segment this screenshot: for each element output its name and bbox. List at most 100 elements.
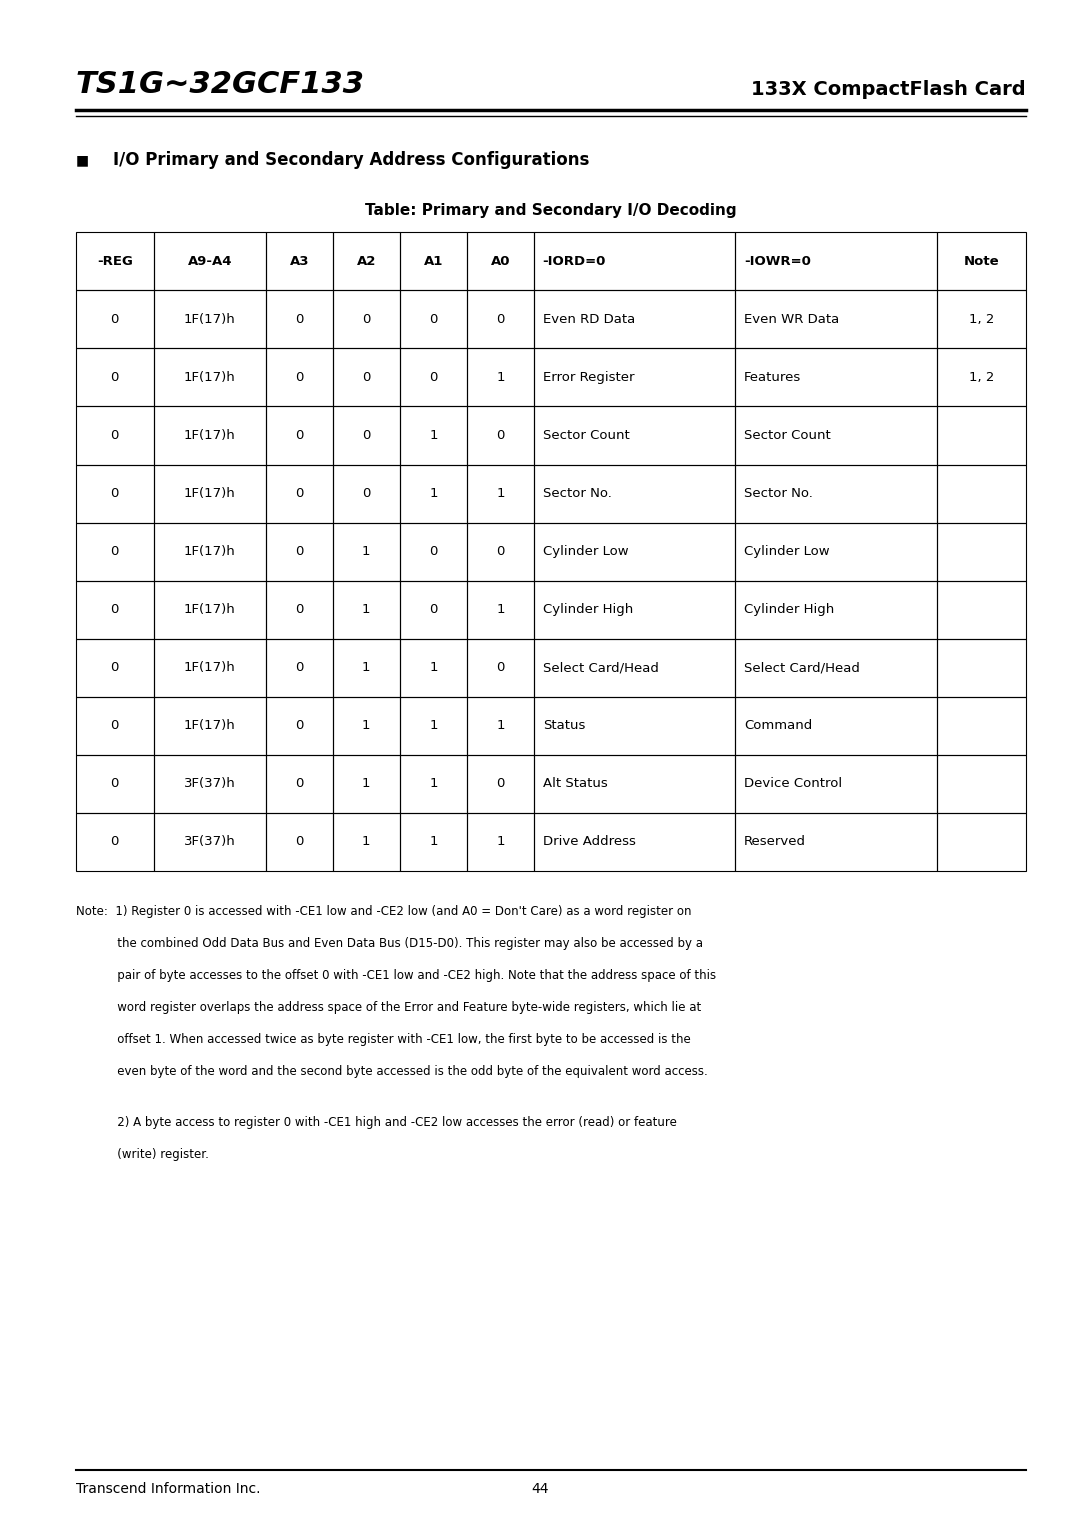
Bar [400, 290, 467, 348]
Bar [534, 465, 735, 523]
Bar [400, 755, 467, 813]
Text: 0: 0 [295, 836, 303, 848]
Bar [333, 581, 400, 639]
Bar [333, 406, 400, 465]
Text: 0: 0 [497, 662, 504, 674]
Text: Cylinder Low: Cylinder Low [744, 545, 829, 558]
Text: the combined Odd Data Bus and Even Data Bus (D15-D0). This register may also be : the combined Odd Data Bus and Even Data … [76, 937, 703, 950]
Text: 0: 0 [295, 778, 303, 790]
Bar [266, 406, 333, 465]
Bar [467, 755, 534, 813]
Text: 0: 0 [110, 545, 119, 558]
Text: -REG: -REG [97, 255, 133, 267]
Bar [266, 697, 333, 755]
Text: 2) A byte access to register 0 with -CE1 high and -CE2 low accesses the error (r: 2) A byte access to register 0 with -CE1… [76, 1117, 676, 1129]
Bar [266, 523, 333, 581]
Bar [76, 755, 153, 813]
Text: 1: 1 [362, 604, 370, 616]
Text: 3F(37)h: 3F(37)h [184, 778, 235, 790]
Bar [266, 465, 333, 523]
Text: A2: A2 [356, 255, 376, 267]
Text: 1: 1 [362, 836, 370, 848]
Text: Device Control: Device Control [744, 778, 842, 790]
Text: Sector Count: Sector Count [542, 429, 630, 442]
Bar [153, 465, 266, 523]
Text: (write) register.: (write) register. [76, 1149, 208, 1161]
Bar [735, 523, 936, 581]
Text: Table: Primary and Secondary I/O Decoding: Table: Primary and Secondary I/O Decodin… [365, 203, 737, 219]
Text: Note:  1) Register 0 is accessed with -CE1 low and -CE2 low (and A0 = Don't Care: Note: 1) Register 0 is accessed with -CE… [76, 905, 691, 918]
Text: 1F(17)h: 1F(17)h [184, 604, 235, 616]
Bar [333, 697, 400, 755]
Text: 0: 0 [110, 604, 119, 616]
Bar [936, 406, 1026, 465]
Text: ■: ■ [76, 153, 89, 168]
Text: 1: 1 [362, 720, 370, 732]
Bar [467, 697, 534, 755]
Bar [735, 406, 936, 465]
Text: 1F(17)h: 1F(17)h [184, 371, 235, 384]
Text: 0: 0 [110, 429, 119, 442]
Text: 1: 1 [496, 604, 504, 616]
Text: 0: 0 [362, 371, 370, 384]
Text: 0: 0 [429, 604, 437, 616]
Bar [400, 581, 467, 639]
Text: even byte of the word and the second byte accessed is the odd byte of the equiva: even byte of the word and the second byt… [76, 1065, 707, 1079]
Bar [467, 639, 534, 697]
Text: 0: 0 [295, 545, 303, 558]
Text: 3F(37)h: 3F(37)h [184, 836, 235, 848]
Bar [153, 290, 266, 348]
Text: offset 1. When accessed twice as byte register with -CE1 low, the first byte to : offset 1. When accessed twice as byte re… [76, 1033, 690, 1047]
Bar [936, 290, 1026, 348]
Text: 0: 0 [110, 313, 119, 325]
Text: 0: 0 [497, 313, 504, 325]
Text: TS1G~32GCF133: TS1G~32GCF133 [76, 70, 365, 99]
Bar [266, 639, 333, 697]
Text: 0: 0 [497, 429, 504, 442]
Bar [534, 755, 735, 813]
Bar [76, 406, 153, 465]
Text: 133X CompactFlash Card: 133X CompactFlash Card [752, 81, 1026, 99]
Text: 1F(17)h: 1F(17)h [184, 545, 235, 558]
Text: 1: 1 [362, 662, 370, 674]
Text: 0: 0 [497, 545, 504, 558]
Bar [400, 465, 467, 523]
Bar [467, 465, 534, 523]
Bar [400, 813, 467, 871]
Bar [153, 755, 266, 813]
Text: 0: 0 [110, 778, 119, 790]
Text: 1: 1 [429, 836, 437, 848]
Text: 0: 0 [429, 371, 437, 384]
Text: word register overlaps the address space of the Error and Feature byte-wide regi: word register overlaps the address space… [76, 1001, 701, 1015]
Bar [467, 348, 534, 406]
Bar [534, 232, 735, 290]
Text: Features: Features [744, 371, 801, 384]
Bar [735, 465, 936, 523]
Text: A9-A4: A9-A4 [188, 255, 232, 267]
Text: 0: 0 [295, 371, 303, 384]
Bar [333, 639, 400, 697]
Text: Drive Address: Drive Address [542, 836, 635, 848]
Text: 1: 1 [496, 371, 504, 384]
Text: Command: Command [744, 720, 812, 732]
Text: Select Card/Head: Select Card/Head [744, 662, 860, 674]
Text: Sector No.: Sector No. [744, 487, 813, 500]
Text: 44: 44 [531, 1482, 549, 1496]
Bar [333, 755, 400, 813]
Text: 1: 1 [496, 836, 504, 848]
Bar [266, 232, 333, 290]
Text: 0: 0 [362, 429, 370, 442]
Text: 1, 2: 1, 2 [969, 313, 994, 325]
Text: Sector No.: Sector No. [542, 487, 611, 500]
Bar [76, 348, 153, 406]
Bar [936, 813, 1026, 871]
Bar [400, 232, 467, 290]
Text: Even RD Data: Even RD Data [542, 313, 635, 325]
Bar [153, 348, 266, 406]
Bar [534, 697, 735, 755]
Text: 1: 1 [429, 720, 437, 732]
Text: Error Register: Error Register [542, 371, 634, 384]
Bar [333, 465, 400, 523]
Text: Note: Note [963, 255, 999, 267]
Text: 0: 0 [295, 604, 303, 616]
